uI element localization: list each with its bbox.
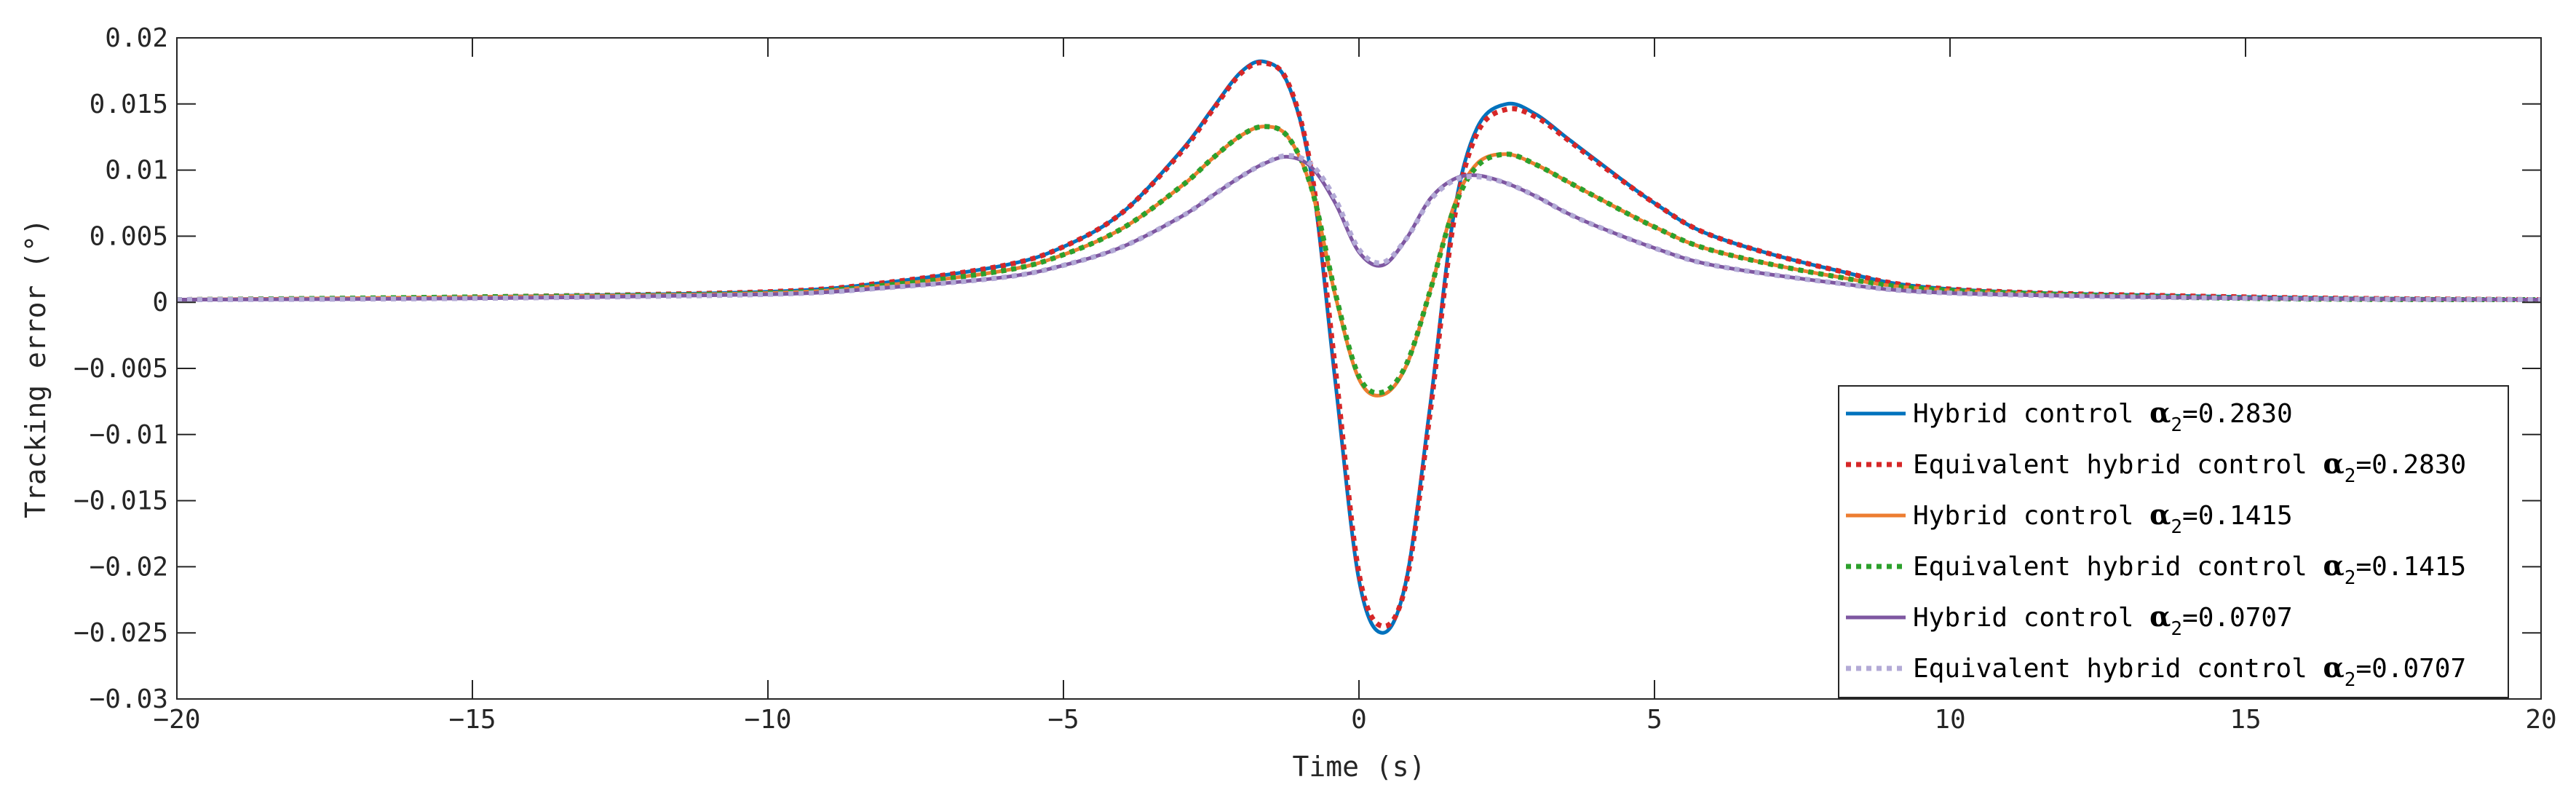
legend-entry-4: Equivalent hybrid control α2=0.1415 [1913,549,2466,589]
y-tick-label: −0.03 [90,684,168,714]
legend-entry-1: Hybrid control α2=0.2830 [1913,396,2293,436]
series-line-6 [176,153,2542,303]
x-tick-label: −10 [744,705,791,735]
x-tick-label: 20 [2525,705,2556,735]
x-tick-label: 15 [2230,705,2261,735]
y-tick-label: −0.02 [90,552,168,582]
x-tick-label: −5 [1047,705,1079,735]
x-tick-label: 5 [1646,705,1662,735]
x-axis-label: Time (s) [1292,751,1425,783]
y-axis-label: Tracking error (°) [20,218,52,518]
y-axis: 0.02 0.015 0.01 0.005 0 −0.005 −0.01 −0.015 −0.0… [74,23,2541,714]
legend-entry-2: Equivalent hybrid control α2=0.2830 [1913,447,2466,487]
x-tick-label: −20 [153,705,200,735]
series-group [176,59,2542,635]
legend-box [1838,385,2509,698]
y-tick-label: 0.01 [105,156,168,186]
legend-entry-5: Hybrid control α2=0.0707 [1913,600,2293,640]
y-tick-label: −0.005 [74,354,168,384]
x-tick-label: 0 [1351,705,1367,735]
series-line-2 [176,60,2542,629]
series-line-4 [176,124,2542,396]
y-tick-label: −0.01 [90,420,168,450]
y-tick-label: 0.02 [105,23,168,53]
x-tick-label: 10 [1934,705,1965,735]
y-tick-label: −0.015 [74,486,168,516]
legend: Hybrid control α2=0.2830 Equivalent hybri… [1838,385,2509,698]
x-axis: −20 −15 −10 −5 0 5 10 15 20 [153,38,2557,735]
y-tick-label: 0 [152,288,168,317]
y-tick-label: −0.025 [74,618,168,648]
legend-entry-6: Equivalent hybrid control α2=0.0707 [1913,651,2466,691]
y-tick-label: 0.015 [90,90,168,119]
legend-entry-3: Hybrid control α2=0.1415 [1913,498,2293,538]
x-tick-label: −15 [448,705,496,735]
y-tick-label: 0.005 [90,221,168,251]
